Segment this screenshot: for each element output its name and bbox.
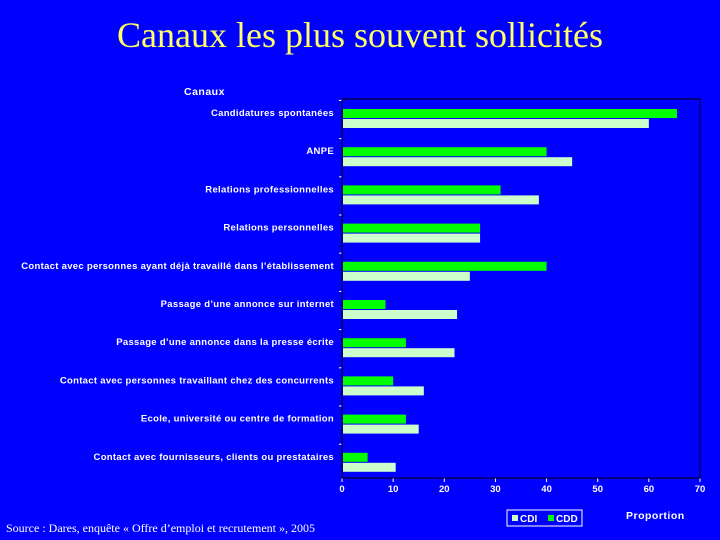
bar-cdd-4 (343, 261, 547, 271)
x-tick-label: 40 (541, 484, 552, 495)
legend-box (506, 509, 583, 527)
x-axis-ticks: 0 10 20 30 40 50 60 70 (339, 99, 706, 495)
x-tick-label: 50 (592, 484, 603, 495)
bar-cdi-9 (343, 462, 396, 472)
category-label: Ecole, université ou centre de formation (141, 414, 334, 425)
category-label: Candidatures spontanées (211, 108, 334, 119)
x-tick-label: 20 (439, 484, 450, 495)
bar-cdi-7 (343, 386, 424, 396)
x-tick-label: 60 (644, 484, 655, 495)
category-labels: Candidatures spontanées ANPE Relations pro… (21, 108, 334, 463)
bar-cdi-0 (343, 119, 649, 128)
category-label: Contact avec fournisseurs, clients ou pr… (94, 452, 334, 463)
bar-cdi-2 (343, 195, 539, 205)
bar-cdd-0 (343, 109, 677, 118)
plot-border (341, 98, 701, 479)
category-label: Passage d’une annonce dans la presse écr… (116, 337, 334, 348)
x-tick-label: 0 (339, 484, 344, 495)
bar-cdd-6 (343, 338, 406, 348)
bars-group (343, 109, 677, 472)
category-label: Passage d’une annonce sur internet (161, 299, 335, 310)
bar-cdd-2 (343, 185, 501, 195)
bar-cdi-1 (343, 157, 573, 167)
legend-label-cdd: CDD (556, 514, 578, 525)
category-label: Contact avec personnes ayant déjà travai… (21, 261, 334, 272)
x-tick-label: 10 (388, 484, 399, 495)
bar-cdi-5 (343, 310, 458, 319)
bar-cdd-3 (343, 223, 481, 233)
category-label: Relations professionnelles (205, 184, 334, 195)
bar-cdd-8 (343, 414, 406, 424)
bar-cdi-3 (343, 233, 481, 243)
bar-cdd-1 (343, 147, 547, 157)
legend: CDI CDD (506, 509, 583, 527)
legend-label-cdi: CDI (520, 514, 537, 525)
x-tick-label: 70 (695, 484, 706, 495)
y-axis-title: Canaux (184, 86, 225, 98)
bar-cdi-6 (343, 348, 455, 358)
category-label: Relations personnelles (223, 223, 334, 234)
bar-cdi-4 (343, 271, 470, 281)
category-label: ANPE (306, 146, 334, 157)
x-axis-title: Proportion (626, 510, 685, 522)
x-tick-label: 30 (490, 484, 501, 495)
slide-title: Canaux les plus souvent sollicités (117, 15, 603, 55)
source-note: Source : Dares, enquête « Offre d’emploi… (6, 521, 315, 535)
category-label: Contact avec personnes travaillant chez … (60, 375, 334, 386)
bar-cdd-9 (343, 452, 368, 462)
bar-cdi-8 (343, 424, 419, 434)
bar-cdd-5 (343, 300, 386, 309)
legend-swatch-cdd (548, 515, 554, 521)
bar-cdd-7 (343, 376, 394, 386)
legend-swatch-cdi (512, 515, 518, 521)
